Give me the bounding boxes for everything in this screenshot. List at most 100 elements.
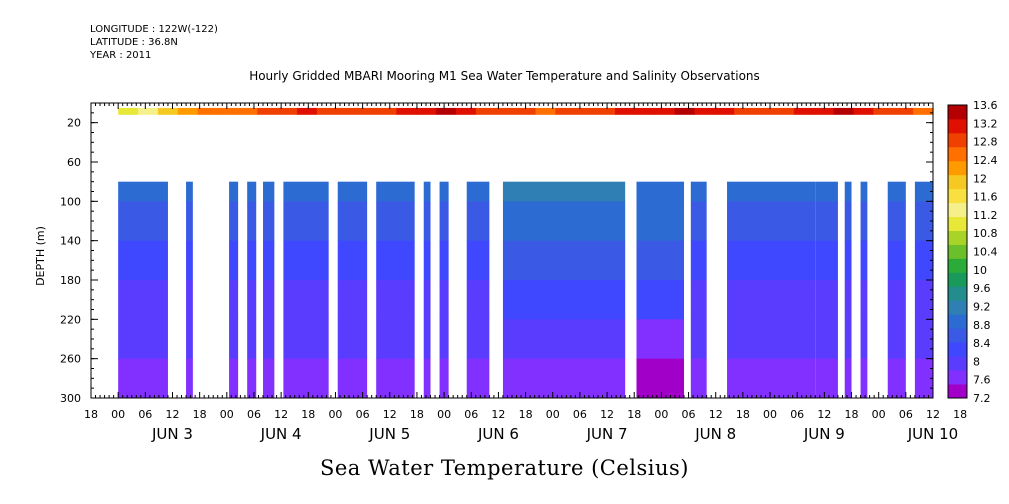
x-date-label: JUN 6 [477, 425, 519, 443]
colorbar-swatch [948, 118, 967, 134]
column-cell [229, 319, 239, 360]
colorbar-swatch [948, 300, 967, 315]
x-tick-label: 06 [464, 408, 478, 421]
column-cell [914, 240, 933, 281]
latitude-label: LATITUDE : 36.8N [90, 37, 178, 48]
column-cell [263, 358, 275, 399]
column-cell [376, 280, 415, 320]
column-cell [914, 358, 933, 399]
column-cell [844, 358, 852, 399]
column-cell [636, 280, 685, 320]
column-cell [118, 358, 168, 399]
surface-cell [118, 107, 139, 115]
column-cell [844, 280, 852, 320]
column-cell [376, 319, 415, 360]
column-cell [887, 181, 906, 202]
column-cell [727, 319, 816, 360]
x-date-label: JUN 4 [260, 425, 302, 443]
x-tick-label: 12 [709, 408, 723, 421]
x-tick-label: 12 [817, 408, 831, 421]
column-cell [844, 181, 852, 202]
colorbar-swatch [948, 132, 967, 148]
surface-cell [316, 107, 338, 115]
column-cell [423, 201, 431, 242]
colorbar-label: 8.8 [973, 319, 991, 332]
column-cell [118, 201, 168, 242]
surface-cell [813, 107, 835, 115]
column-cell [439, 319, 449, 360]
column-cell [337, 201, 368, 242]
x-tick-label: 00 [328, 408, 342, 421]
column-cell [844, 201, 852, 242]
column-cell [423, 319, 431, 360]
x-tick-label: 12 [274, 408, 288, 421]
column-cell [439, 201, 449, 242]
colorbar-label: 10.8 [973, 227, 998, 240]
column-cell [186, 358, 193, 399]
column-cell [727, 201, 816, 242]
column-cell [815, 181, 838, 202]
column-cell [690, 319, 707, 360]
column-cell [844, 240, 852, 281]
x-tick-label: 00 [654, 408, 668, 421]
column-cell [887, 280, 906, 320]
surface-cell [217, 107, 238, 115]
colorbar-swatch [948, 272, 967, 287]
column-cell [376, 201, 415, 242]
x-tick-label: 18 [301, 408, 315, 421]
x-tick-label: 18 [84, 408, 98, 421]
surface-cell [873, 107, 894, 115]
column-cell [337, 280, 368, 320]
column-cell [690, 280, 707, 320]
column-cell [337, 319, 368, 360]
colorbar-label: 13.6 [973, 99, 998, 112]
surface-cell [893, 107, 914, 115]
surface-cell [774, 107, 795, 115]
column-cell [914, 280, 933, 320]
column-cell [247, 240, 257, 281]
chart-title: Hourly Gridded MBARI Mooring M1 Sea Wate… [249, 69, 760, 83]
column-cell [247, 358, 257, 399]
column-cell [815, 319, 838, 360]
colorbar-swatch [948, 314, 967, 329]
x-tick-label: 12 [491, 408, 505, 421]
column-cell [283, 280, 329, 320]
surface-cell [714, 107, 735, 115]
x-tick-label: 18 [519, 408, 533, 421]
colorbar-label: 8 [973, 355, 980, 368]
column-cell [860, 358, 868, 399]
longitude-label: LONGITUDE : 122W(-122) [90, 24, 218, 35]
column-cell [229, 358, 239, 399]
colorbar-label: 9.2 [973, 300, 991, 313]
colorbar-swatch [948, 216, 967, 231]
column-cell [636, 201, 685, 242]
x-date-label: JUN 8 [694, 425, 736, 443]
colorbar-label: 9.6 [973, 282, 991, 295]
x-date-label: JUN 7 [586, 425, 628, 443]
colorbar-swatch [948, 342, 967, 357]
colorbar-swatch [948, 244, 967, 259]
column-cell [263, 319, 275, 360]
column-cell [844, 319, 852, 360]
surface-cell [277, 107, 298, 115]
colorbar: 13.6 13.2 12.8 12.4 12 11.6 11.2 10.8 10.4 10 9.6 9… [947, 99, 998, 405]
column-cell [636, 181, 685, 202]
surface-cell [575, 107, 596, 115]
column-cell [502, 240, 626, 281]
column-cell [229, 240, 239, 281]
column-cell [439, 181, 449, 202]
column-cell [466, 181, 490, 202]
column-cell [118, 181, 168, 202]
colorbar-swatch [948, 202, 967, 218]
x-tick-label: 18 [193, 408, 207, 421]
colorbar-swatch [948, 230, 967, 245]
column-cell [186, 319, 193, 360]
surface-cell [197, 107, 219, 115]
x-date-label: JUN 3 [151, 425, 193, 443]
surface-cell [615, 107, 636, 115]
column-cell [727, 358, 816, 399]
surface-cell [754, 107, 775, 115]
surface-cell [515, 107, 537, 115]
surface-cell [495, 107, 517, 115]
surface-cell [237, 107, 258, 115]
